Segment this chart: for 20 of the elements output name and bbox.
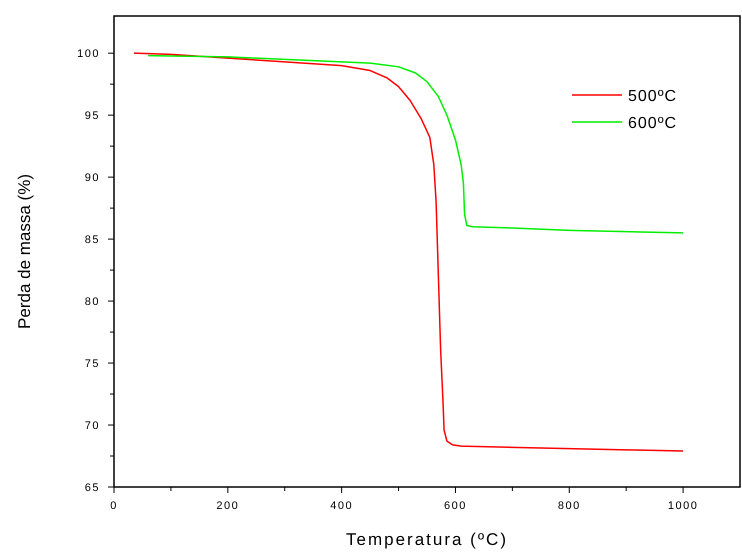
y-tick-label: 90 xyxy=(84,172,100,184)
x-tick-label: 1000 xyxy=(668,500,698,512)
y-tick-label: 80 xyxy=(84,296,100,308)
line-series xyxy=(147,54,684,234)
y-tick-label: 75 xyxy=(84,358,100,370)
x-tick-label: 400 xyxy=(330,500,354,512)
y-axis-title: Perda de massa (%) xyxy=(15,174,34,329)
x-tick-label: 0 xyxy=(110,500,118,512)
line-series xyxy=(133,52,684,452)
y-tick-label: 70 xyxy=(84,420,100,432)
y-tick-label: 100 xyxy=(77,48,100,60)
legend-label: 600ºC xyxy=(628,115,678,132)
x-axis-title: Temperatura (ºC) xyxy=(346,530,508,549)
x-tick-label: 600 xyxy=(444,500,467,512)
legend-label: 500ºC xyxy=(628,88,678,105)
y-tick-label: 95 xyxy=(84,110,100,122)
y-tick-label: 65 xyxy=(84,482,100,494)
x-tick-label: 800 xyxy=(558,500,581,512)
x-tick-label: 200 xyxy=(216,500,240,512)
y-tick-label: 85 xyxy=(84,234,100,246)
